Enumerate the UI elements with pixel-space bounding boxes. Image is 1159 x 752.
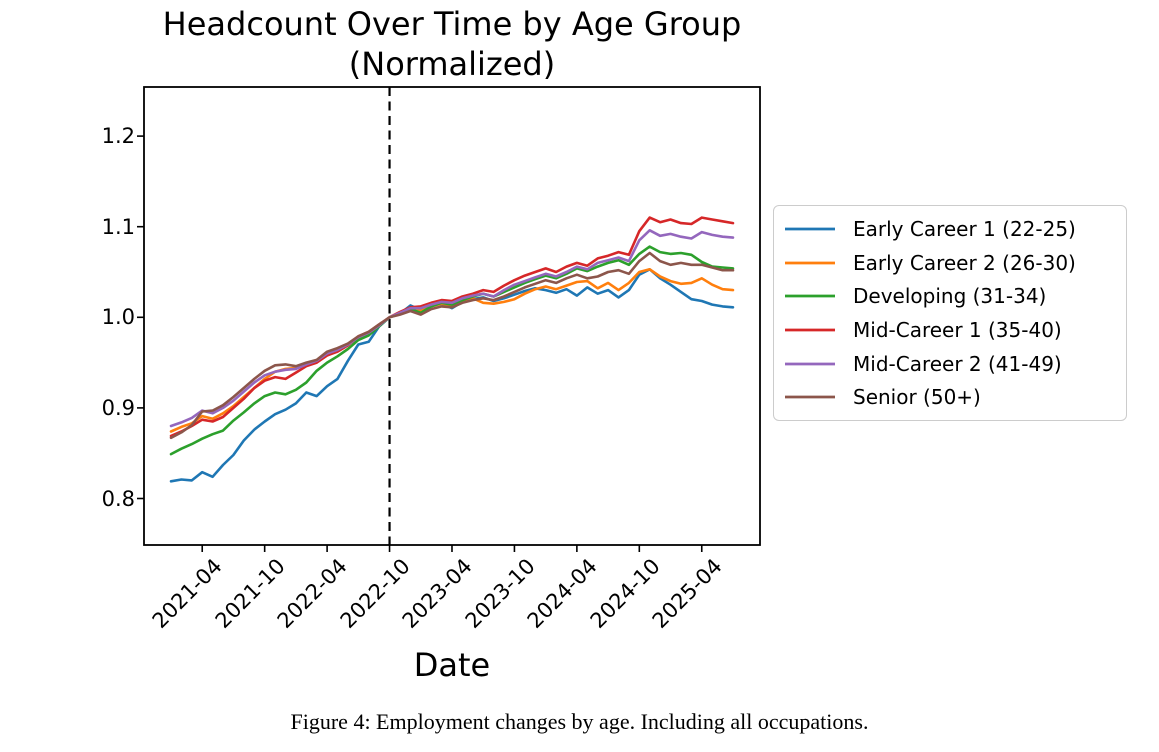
legend-label: Mid-Career 2 (41-49) xyxy=(853,351,1062,376)
chart-title: Headcount Over Time by Age Group (Normal… xyxy=(144,4,760,84)
x-axis-label: Date xyxy=(413,646,491,684)
series-line-developing-31-34 xyxy=(169,245,735,456)
legend-line-swatch xyxy=(785,294,835,298)
legend-label: Early Career 1 (22-25) xyxy=(853,216,1076,241)
series-line-mid-career-1-35-40 xyxy=(169,216,735,438)
y-tick-label: 0.9 xyxy=(101,395,135,420)
legend-item-early-career-1-22-25: Early Career 1 (22-25) xyxy=(784,212,1116,246)
y-tick-label: 1.2 xyxy=(101,124,135,149)
y-tick-label: 1.0 xyxy=(101,305,135,330)
legend-line-swatch xyxy=(785,395,835,399)
legend-label: Mid-Career 1 (35-40) xyxy=(853,317,1062,342)
legend-label: Senior (50+) xyxy=(853,385,981,410)
legend-item-senior-50: Senior (50+) xyxy=(784,380,1116,414)
y-tick-label: 0.8 xyxy=(101,486,135,511)
series-line-mid-career-2-41-49 xyxy=(169,229,735,428)
legend-line-swatch xyxy=(785,328,835,332)
legend-line-swatch xyxy=(785,261,835,264)
plot-frame xyxy=(143,86,761,546)
series-line-senior-50 xyxy=(169,251,735,440)
legend-item-mid-career-1-35-40: Mid-Career 1 (35-40) xyxy=(784,313,1116,347)
series-line-early-career-2-26-30 xyxy=(169,267,735,433)
chart-title-line-2: (Normalized) xyxy=(348,45,556,83)
y-tick-label: 1.1 xyxy=(101,214,135,239)
figure-caption: Figure 4: Employment changes by age. Inc… xyxy=(290,709,869,734)
chart-title-line-1: Headcount Over Time by Age Group xyxy=(162,5,742,43)
legend-line-swatch xyxy=(785,362,835,365)
legend-label: Early Career 2 (26-30) xyxy=(853,250,1076,275)
legend-item-mid-career-2-41-49: Mid-Career 2 (41-49) xyxy=(784,347,1116,381)
legend-label: Developing (31-34) xyxy=(853,284,1047,309)
legend-item-developing-31-34: Developing (31-34) xyxy=(784,279,1116,313)
legend: Early Career 1 (22-25) Early Career 2 (26… xyxy=(773,205,1127,421)
legend-line-swatch xyxy=(785,227,835,231)
line-chart-plot xyxy=(137,86,761,552)
legend-item-early-career-2-26-30: Early Career 2 (26-30) xyxy=(784,246,1116,280)
